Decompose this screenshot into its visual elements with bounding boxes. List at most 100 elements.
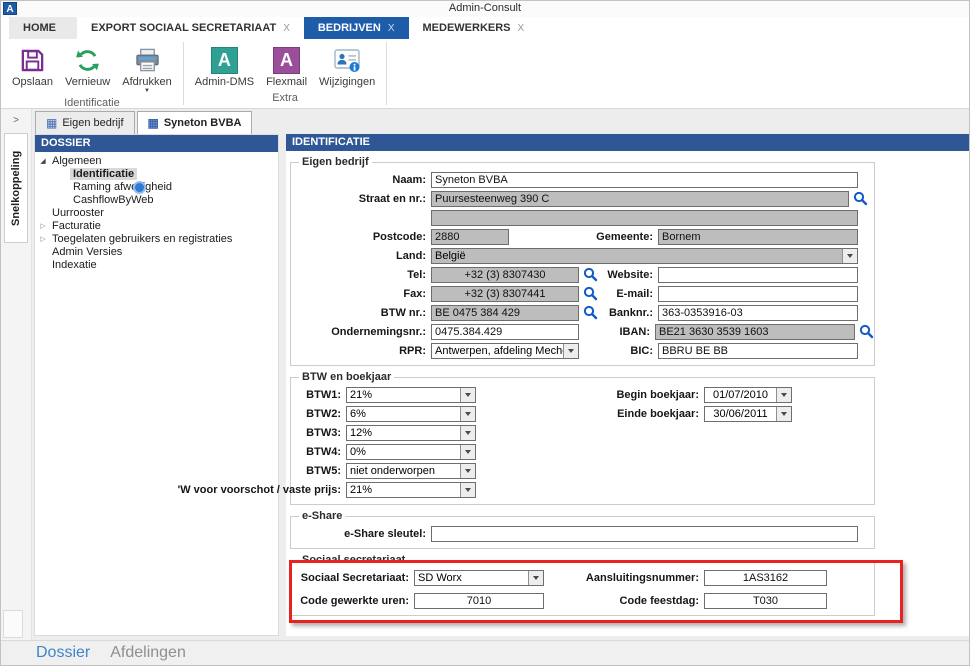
refresh-button-label: Vernieuw [65, 76, 110, 88]
ribbon: Opslaan Vernieuw Afdrukken ▼ Identificat… [1, 39, 969, 109]
postcode-input[interactable] [431, 229, 509, 245]
banknr-label: Banknr.: [598, 307, 658, 319]
bottom-tab-afdelingen[interactable]: Afdelingen [110, 644, 186, 662]
tree-item-identificatie[interactable]: Identificatie [35, 167, 278, 180]
eshare-sleutel-input[interactable] [431, 526, 858, 542]
gemeente-input[interactable] [658, 229, 858, 245]
straat-search-button[interactable] [852, 191, 868, 207]
field-row-tel-website: Tel: Website: [297, 266, 868, 283]
straat2-input[interactable] [431, 210, 858, 226]
snelkoppeling-vertical-tab[interactable]: Snelkoppeling [4, 133, 28, 243]
group-eigen-bedrijf: Eigen bedrijf Naam: Straat en nr.: [290, 156, 875, 366]
chevron-down-icon[interactable] [460, 407, 475, 421]
group-title: e-Share [299, 510, 345, 522]
tab-close-icon[interactable]: X [518, 23, 525, 34]
print-button[interactable]: Afdrukken ▼ [117, 42, 177, 97]
tel-input[interactable] [431, 267, 579, 283]
refresh-button[interactable]: Vernieuw [60, 42, 115, 91]
btw1-combobox[interactable]: 21% [346, 387, 476, 403]
doc-tab-syneton-bvba[interactable]: ▦ Syneton BVBA [137, 111, 253, 134]
tree-item-cashflowbyweb[interactable]: CashflowByWeb [35, 193, 278, 206]
btw1-label: BTW1: [176, 389, 346, 401]
tab-close-icon[interactable]: X [388, 23, 395, 34]
banknr-input[interactable] [658, 305, 858, 321]
group-title: Sociaal secretariaat [299, 554, 408, 566]
admin-dms-button[interactable]: A Admin-DMS [190, 42, 259, 91]
begin-boekjaar-combobox[interactable]: 01/07/2010 [704, 387, 792, 403]
chevron-down-icon[interactable] [460, 464, 475, 478]
tree-item-algemeen[interactable]: ◢ Algemeen [35, 154, 278, 167]
bottom-tab-dossier[interactable]: Dossier [36, 644, 90, 662]
tree-expander-icon[interactable]: ▷ [37, 222, 49, 230]
fax-search-button[interactable] [582, 286, 598, 302]
fax-input[interactable] [431, 286, 579, 302]
tree-item-raming-afwezigheid[interactable]: Raming afwezigheid [35, 180, 278, 193]
tree-item-indexatie[interactable]: Indexatie [35, 258, 278, 271]
bic-input[interactable] [658, 343, 858, 359]
save-button[interactable]: Opslaan [7, 42, 58, 91]
flexmail-button[interactable]: A Flexmail [261, 42, 312, 91]
einde-boekjaar-combobox[interactable]: 30/06/2011 [704, 406, 792, 422]
chevron-down-icon[interactable] [776, 388, 791, 402]
ribbon-group-identificatie: Opslaan Vernieuw Afdrukken ▼ Identificat… [1, 39, 183, 108]
rpr-value: Antwerpen, afdeling Mechelen [432, 345, 563, 357]
ribbon-tab-label: BEDRIJVEN [318, 22, 381, 34]
chevron-down-icon[interactable] [528, 571, 543, 585]
tree-expander-icon[interactable]: ◢ [37, 157, 49, 165]
chevron-down-icon[interactable] [842, 249, 857, 263]
land-value: België [432, 250, 842, 262]
ribbon-tab-bedrijven[interactable]: BEDRIJVEN X [304, 17, 409, 39]
website-input[interactable] [658, 267, 858, 283]
tree-item-label: Identificatie [70, 168, 137, 180]
straat-input[interactable] [431, 191, 849, 207]
btw-voorschot-label: 'W voor voorschot / vaste prijs: [176, 484, 346, 496]
chevron-down-icon[interactable] [460, 445, 475, 459]
bottom-tab-bar: Dossier Afdelingen [1, 640, 969, 665]
dropdown-caret-icon[interactable]: ▼ [144, 89, 150, 94]
window-title: Admin-Consult [1, 2, 969, 14]
tel-search-button[interactable] [582, 267, 598, 283]
btw2-combobox[interactable]: 6% [346, 406, 476, 422]
rail-expander-button[interactable]: > [4, 113, 28, 128]
code-feestdag-input[interactable] [704, 593, 827, 609]
tree-item-toegelaten-gebruikers[interactable]: ▷ Toegelaten gebruikers en registraties [35, 232, 278, 245]
iban-search-button[interactable] [858, 324, 874, 340]
tree-item-uurrooster[interactable]: Uurrooster [35, 206, 278, 219]
ribbon-tab-home[interactable]: HOME [9, 17, 77, 39]
chevron-down-icon[interactable] [460, 426, 475, 440]
btw5-combobox[interactable]: niet onderworpen [346, 463, 476, 479]
identification-form: Eigen bedrijf Naam: Straat en nr.: [286, 151, 969, 636]
chevron-down-icon[interactable] [460, 388, 475, 402]
iban-input[interactable] [655, 324, 855, 340]
btw-voorschot-combobox[interactable]: 21% [346, 482, 476, 498]
ribbon-tab-export-sociaal-secretariaat[interactable]: EXPORT SOCIAAL SECRETARIAATX [77, 17, 304, 39]
chevron-down-icon[interactable] [460, 483, 475, 497]
chevron-down-icon[interactable] [563, 344, 578, 358]
tree-item-facturatie[interactable]: ▷ Facturatie [35, 219, 278, 232]
doc-tab-eigen-bedrijf[interactable]: ▦ Eigen bedrijf [35, 111, 135, 134]
btw4-combobox[interactable]: 0% [346, 444, 476, 460]
tree-expander-icon[interactable]: ▷ [37, 235, 49, 243]
btw3-combobox[interactable]: 12% [346, 425, 476, 441]
group-btw-en-boekjaar: BTW en boekjaar BTW1: 21% Begin boekjaar… [290, 371, 875, 505]
changes-button[interactable]: Wijzigingen [314, 42, 380, 91]
code-gewerkte-uren-input[interactable] [414, 593, 544, 609]
tab-close-icon[interactable]: X [283, 23, 290, 34]
chevron-down-icon[interactable] [776, 407, 791, 421]
land-combobox[interactable]: België [431, 248, 858, 264]
search-icon [583, 305, 598, 320]
btw5-value: niet onderworpen [347, 465, 460, 477]
email-input[interactable] [658, 286, 858, 302]
postcode-label: Postcode: [297, 231, 431, 243]
dossier-panel-header: DOSSIER [35, 135, 278, 152]
tree-item-admin-versies[interactable]: Admin Versies [35, 245, 278, 258]
naam-input[interactable] [431, 172, 858, 188]
ribbon-tab-medewerkers[interactable]: MEDEWERKERSX [409, 17, 539, 39]
btwnr-input[interactable] [431, 305, 579, 321]
btwnr-search-button[interactable] [582, 305, 598, 321]
sociaal-secretariaat-combobox[interactable]: SD Worx [414, 570, 544, 586]
ondernemingsnr-input[interactable] [431, 324, 579, 340]
aansluitingsnummer-input[interactable] [704, 570, 827, 586]
btw2-value: 6% [347, 408, 460, 420]
rpr-combobox[interactable]: Antwerpen, afdeling Mechelen [431, 343, 579, 359]
